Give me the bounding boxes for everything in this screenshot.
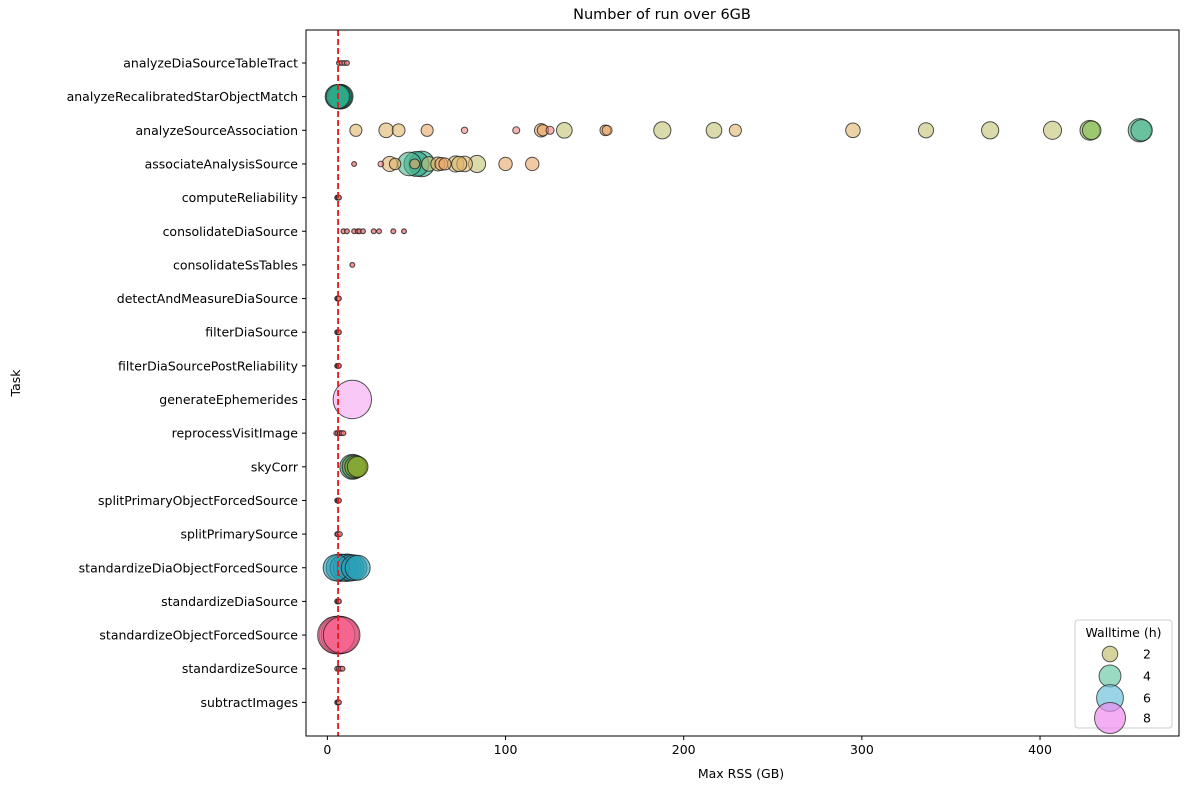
data-point	[460, 126, 469, 135]
y-tick-label: associateAnalysisSource	[145, 156, 299, 171]
x-tick-label: 400	[1028, 742, 1052, 757]
y-tick-label: filterDiaSourcePostReliability	[118, 358, 299, 373]
y-tick-label: analyzeSourceAssociation	[136, 123, 298, 138]
x-axis-ticks: 0 100 200 300 400	[323, 736, 1052, 757]
data-point	[705, 121, 723, 139]
x-tick-label: 200	[672, 742, 696, 757]
y-tick-label: analyzeRecalibratedStarObjectMatch	[67, 89, 298, 104]
data-point	[1081, 120, 1102, 141]
data-point	[390, 228, 397, 235]
chart-title: Number of run over 6GB	[573, 7, 751, 23]
data-point	[653, 121, 672, 140]
data-point	[545, 125, 555, 135]
y-tick-label: analyzeDiaSourceTableTract	[123, 56, 298, 71]
data-point	[525, 156, 540, 172]
data-point	[420, 123, 434, 137]
legend-marker	[1101, 645, 1119, 663]
data-point	[349, 123, 363, 137]
data-point	[376, 228, 383, 235]
data-point	[322, 616, 361, 654]
x-axis-label: Max RSS (GB)	[698, 766, 784, 781]
data-point	[377, 160, 385, 168]
legend-label: 8	[1143, 711, 1151, 726]
y-tick-label: splitPrimaryObjectForcedSource	[98, 493, 298, 508]
legend-label: 4	[1143, 669, 1151, 684]
data-point	[391, 123, 406, 138]
legend-label: 2	[1143, 647, 1151, 662]
y-tick-label: filterDiaSource	[205, 325, 298, 340]
plot-frame	[305, 29, 1180, 737]
y-tick-label: splitPrimarySource	[180, 527, 298, 542]
data-point	[344, 554, 371, 581]
y-tick-label: generateEphemerides	[159, 392, 298, 407]
legend-title: Walltime (h)	[1085, 625, 1161, 640]
data-point	[378, 122, 394, 139]
data-point	[555, 121, 573, 139]
legend-marker	[1094, 702, 1126, 734]
data-point	[438, 157, 452, 171]
legend-label: 6	[1143, 691, 1151, 706]
y-tick-label: computeReliability	[182, 190, 299, 205]
data-point	[451, 155, 468, 173]
x-tick-label: 300	[850, 742, 874, 757]
y-tick-labels: analyzeDiaSourceTableTract analyzeRecalib…	[67, 56, 306, 710]
y-tick-label: skyCorr	[251, 459, 299, 474]
y-tick-label: standardizeSource	[182, 661, 298, 676]
data-point	[1042, 120, 1063, 140]
data-point	[340, 430, 347, 437]
data-point	[388, 157, 402, 171]
data-point	[360, 228, 367, 235]
data-point	[601, 124, 613, 136]
data-point	[400, 228, 407, 235]
data-point	[845, 122, 861, 139]
legend-marker	[1098, 664, 1122, 688]
y-tick-label: subtractImages	[200, 695, 298, 710]
x-tick-label: 100	[494, 742, 518, 757]
y-tick-label: reprocessVisitImage	[172, 426, 299, 441]
data-point	[728, 123, 742, 137]
data-point	[409, 158, 421, 170]
data-point	[498, 156, 513, 172]
data-point	[917, 122, 935, 139]
y-tick-label: consolidateSsTables	[173, 257, 298, 272]
y-tick-label: consolidateDiaSource	[163, 224, 299, 239]
plot-area	[317, 30, 1153, 736]
y-tick-label: detectAndMeasureDiaSource	[117, 291, 299, 306]
y-tick-label: standardizeDiaSource	[161, 594, 298, 609]
data-point	[339, 665, 346, 672]
data-point	[332, 379, 373, 420]
data-point	[343, 59, 350, 66]
data-point	[370, 228, 377, 235]
x-tick-label: 0	[323, 742, 331, 757]
y-axis-label: Task	[8, 369, 23, 398]
data-point	[512, 126, 521, 135]
legend: Walltime (h) 2 4 6 8	[1074, 619, 1173, 734]
data-point	[981, 121, 1000, 140]
y-tick-label: standardizeDiaObjectForcedSource	[79, 560, 299, 575]
y-tick-label: standardizeObjectForcedSource	[99, 628, 298, 643]
data-point	[349, 261, 356, 268]
data-point	[351, 160, 358, 167]
data-point	[343, 228, 350, 235]
data-point	[346, 455, 369, 478]
data-point	[1130, 119, 1153, 142]
